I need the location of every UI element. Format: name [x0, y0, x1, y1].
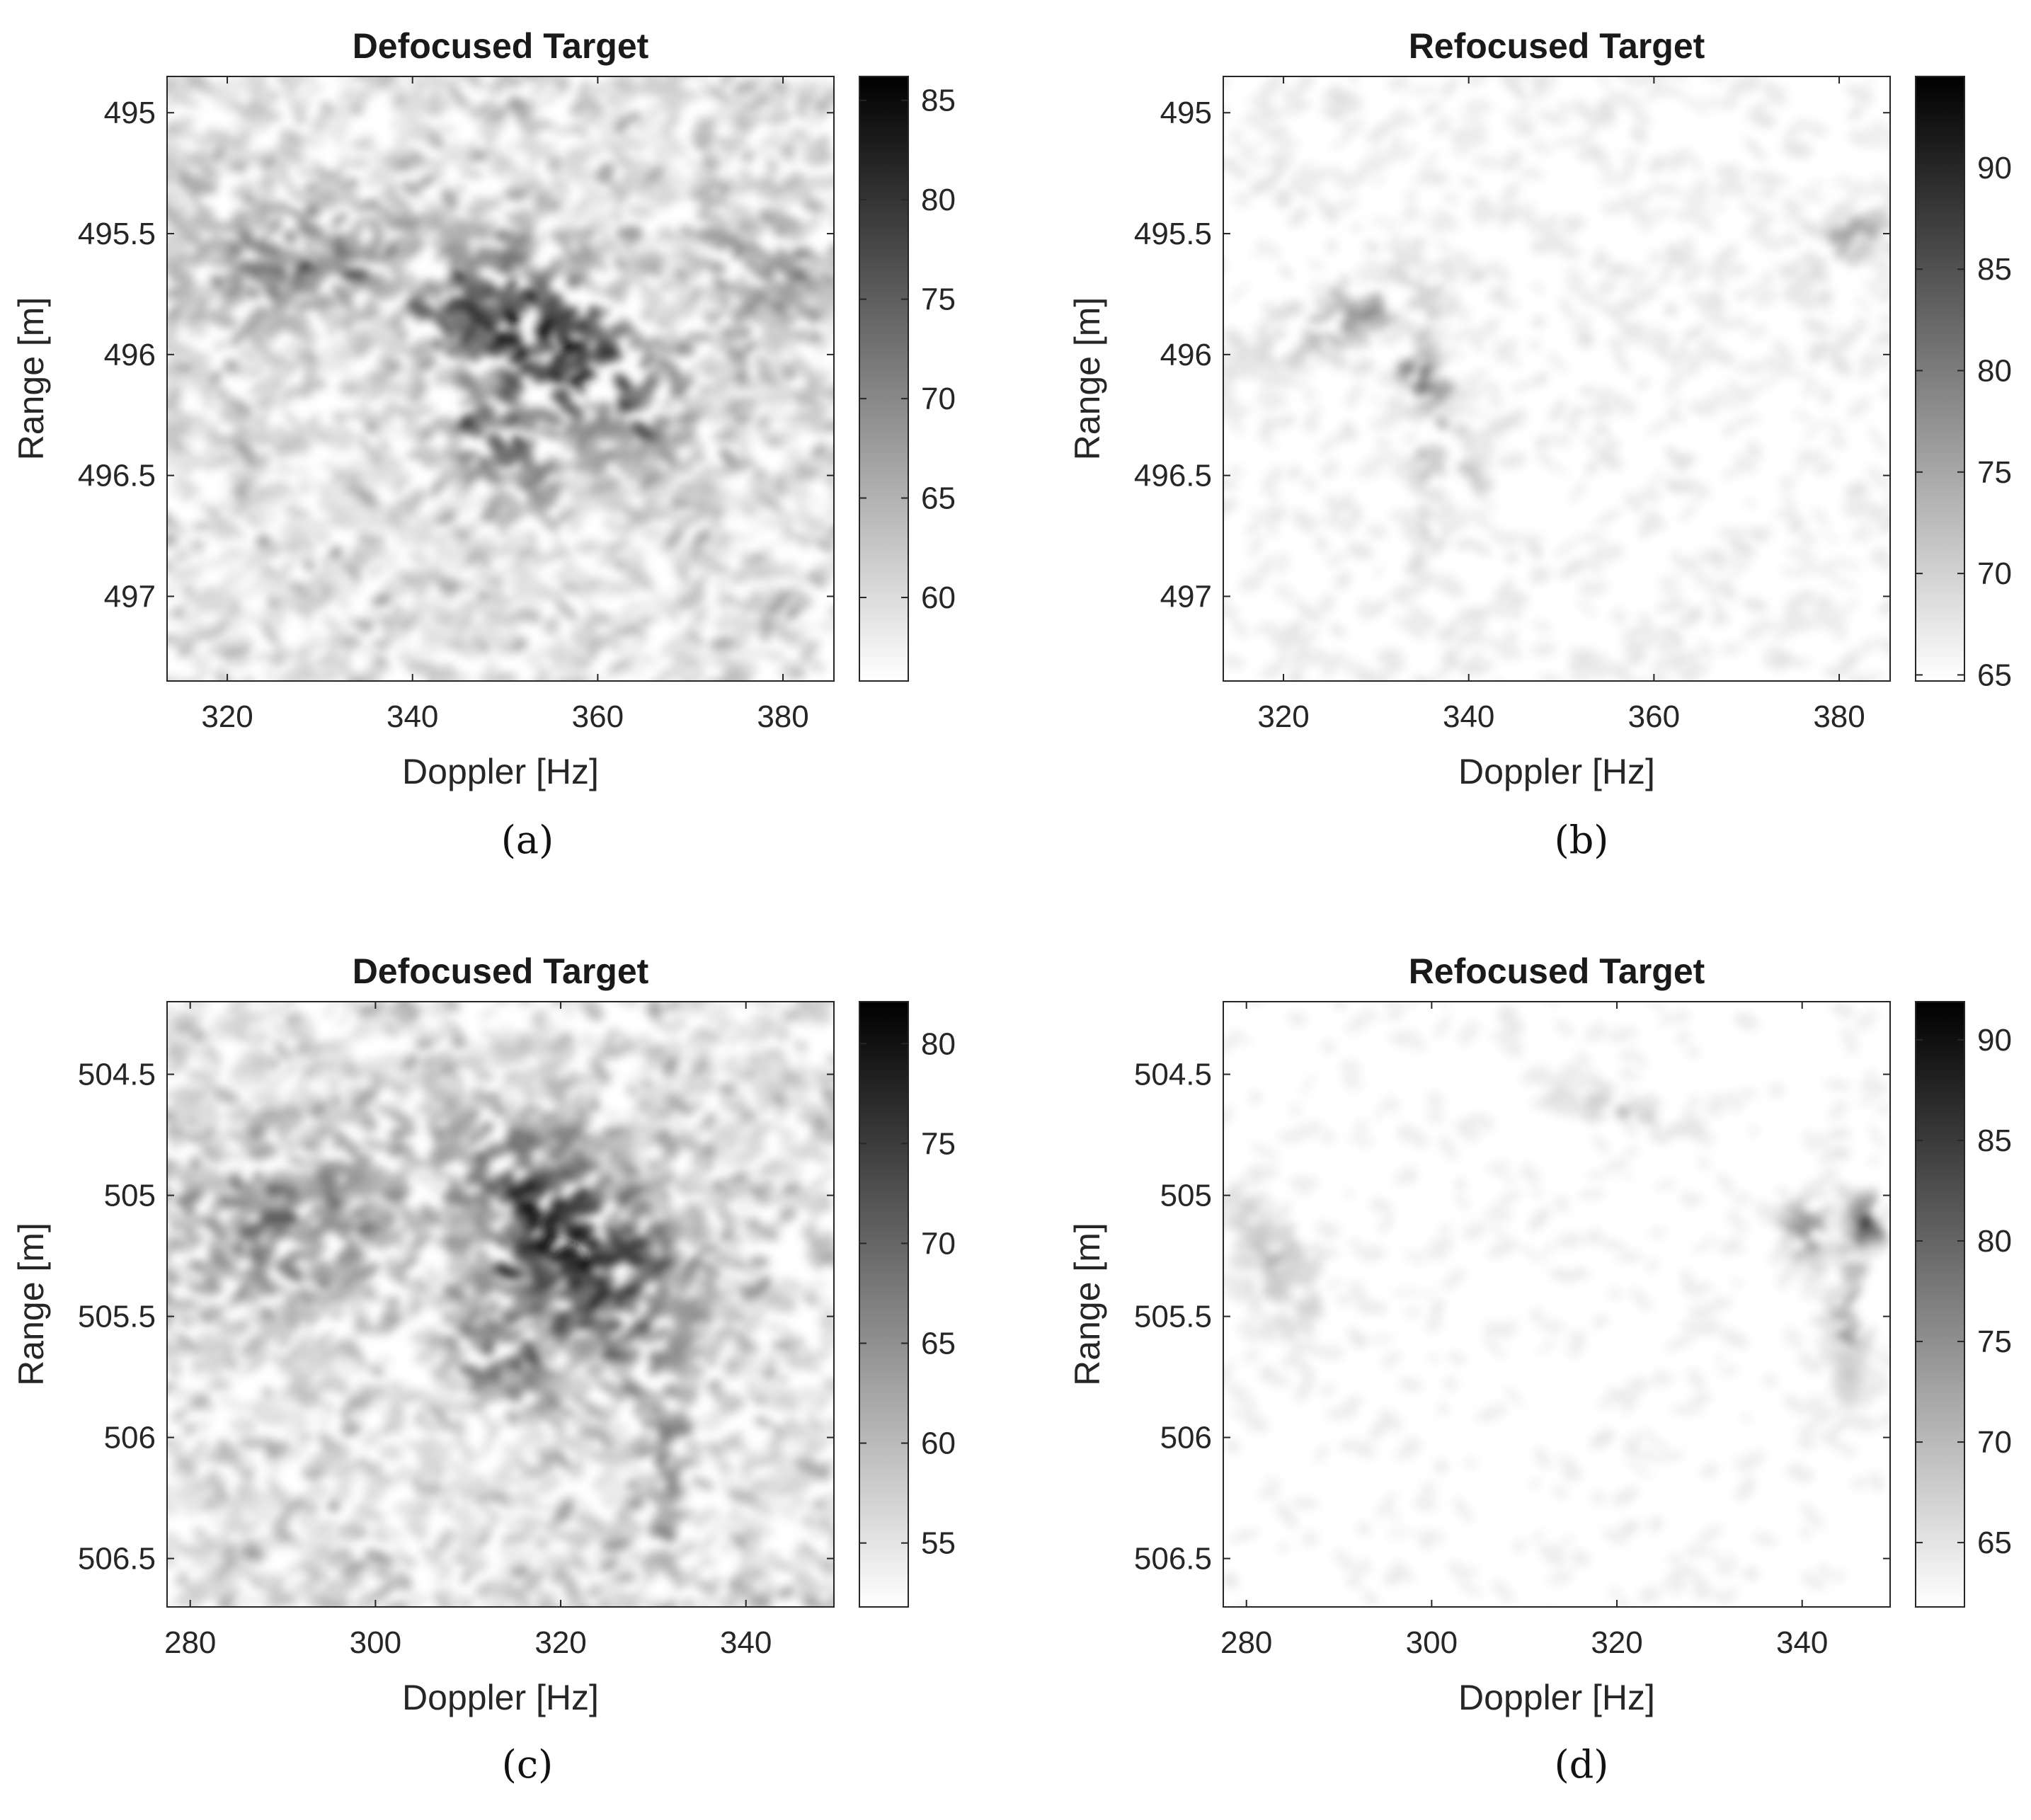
x-tick-label: 360: [572, 699, 624, 734]
colorbar-tick-label: 60: [921, 580, 956, 615]
x-tick-label: 320: [1257, 699, 1309, 734]
panel-caption: (d): [1555, 1742, 1609, 1787]
chart-title: Defocused Target: [353, 951, 649, 991]
panel-caption: (b): [1555, 818, 1609, 862]
colorbar-b: [1915, 76, 1965, 682]
y-tick-label: 497: [104, 579, 156, 614]
x-tick-label: 280: [1220, 1625, 1272, 1660]
x-tick-label: 300: [350, 1625, 401, 1660]
y-tick-label: 506.5: [1134, 1542, 1212, 1576]
x-tick-label: 380: [757, 699, 808, 734]
colorbar-a: [859, 76, 909, 682]
y-tick-label: 496.5: [78, 459, 156, 493]
y-tick-label: 505: [104, 1179, 156, 1213]
heatmap-c: [167, 1002, 834, 1607]
colorbar-tick-label: 55: [921, 1526, 956, 1561]
y-tick-label: 505: [1160, 1179, 1212, 1213]
colorbar-tick-label: 75: [1977, 1324, 2012, 1359]
x-tick-label: 380: [1813, 699, 1865, 734]
x-axis-label: Doppler [Hz]: [402, 752, 599, 791]
colorbar-tick-label: 70: [1977, 556, 2012, 591]
colorbar-d: [1915, 1001, 1965, 1608]
chart-title: Defocused Target: [353, 26, 649, 66]
colorbar-tick-label: 75: [1977, 455, 2012, 490]
y-axis-label: Range [m]: [11, 297, 51, 461]
y-tick-label: 497: [1160, 579, 1212, 614]
colorbar-tick-label: 70: [921, 382, 956, 416]
panel-caption: (c): [502, 1742, 553, 1787]
colorbar-tick-label: 70: [1977, 1425, 2012, 1460]
colorbar-tick-label: 85: [1977, 1123, 2012, 1158]
x-axis-label: Doppler [Hz]: [1458, 1678, 1655, 1717]
x-axis-label: Doppler [Hz]: [402, 1678, 599, 1717]
colorbar-tick-label: 60: [921, 1426, 956, 1461]
colorbar-tick-label: 85: [921, 84, 956, 118]
y-tick-label: 506: [1160, 1421, 1212, 1455]
colorbar-tick-label: 75: [921, 282, 956, 317]
x-tick-label: 320: [201, 699, 253, 734]
colorbar-tick-label: 65: [921, 1327, 956, 1361]
colorbar-tick-label: 80: [921, 1026, 956, 1061]
y-tick-label: 504.5: [1134, 1058, 1212, 1092]
colorbar-tick-label: 90: [1977, 1023, 2012, 1058]
y-axis-label: Range [m]: [1068, 297, 1107, 461]
x-tick-label: 340: [720, 1625, 772, 1660]
panel-caption: (a): [501, 818, 554, 862]
heatmap-a: [167, 76, 834, 681]
colorbar-c: [859, 1001, 909, 1608]
x-tick-label: 340: [1776, 1625, 1828, 1660]
y-tick-label: 506: [104, 1421, 156, 1455]
colorbar-tick-label: 80: [1977, 354, 2012, 389]
colorbar-tick-label: 80: [921, 183, 956, 217]
axes-box-a: [166, 76, 835, 682]
y-tick-label: 495: [104, 96, 156, 130]
colorbar-tick-label: 75: [921, 1126, 956, 1161]
y-tick-label: 496: [1160, 338, 1212, 372]
x-tick-label: 300: [1406, 1625, 1458, 1660]
y-tick-label: 505.5: [78, 1300, 156, 1334]
colorbar-tick-label: 90: [1977, 151, 2012, 185]
y-tick-label: 495.5: [1134, 217, 1212, 251]
y-axis-label: Range [m]: [1068, 1223, 1107, 1386]
heatmap-b: [1223, 76, 1890, 681]
colorbar-tick-label: 85: [1977, 252, 2012, 287]
colorbar-tick-label: 65: [1977, 658, 2012, 692]
x-tick-label: 340: [387, 699, 438, 734]
colorbar-tick-label: 65: [1977, 1526, 2012, 1560]
y-tick-label: 505.5: [1134, 1300, 1212, 1334]
x-tick-label: 360: [1628, 699, 1680, 734]
x-tick-label: 340: [1443, 699, 1494, 734]
x-tick-label: 280: [164, 1625, 216, 1660]
y-tick-label: 506.5: [78, 1542, 156, 1576]
chart-title: Refocused Target: [1409, 26, 1705, 66]
heatmap-d: [1223, 1002, 1890, 1607]
x-axis-label: Doppler [Hz]: [1458, 752, 1655, 791]
y-tick-label: 495: [1160, 96, 1212, 130]
y-tick-label: 495.5: [78, 217, 156, 251]
y-tick-label: 504.5: [78, 1058, 156, 1092]
x-tick-label: 320: [1591, 1625, 1642, 1660]
axes-box-b: [1223, 76, 1891, 682]
axes-box-d: [1223, 1001, 1891, 1608]
y-tick-label: 496.5: [1134, 459, 1212, 493]
chart-title: Refocused Target: [1409, 951, 1705, 991]
colorbar-tick-label: 65: [921, 481, 956, 516]
axes-box-c: [166, 1001, 835, 1608]
x-tick-label: 320: [534, 1625, 586, 1660]
colorbar-tick-label: 80: [1977, 1224, 2012, 1259]
colorbar-tick-label: 70: [921, 1226, 956, 1261]
y-tick-label: 496: [104, 338, 156, 372]
y-axis-label: Range [m]: [11, 1223, 51, 1386]
